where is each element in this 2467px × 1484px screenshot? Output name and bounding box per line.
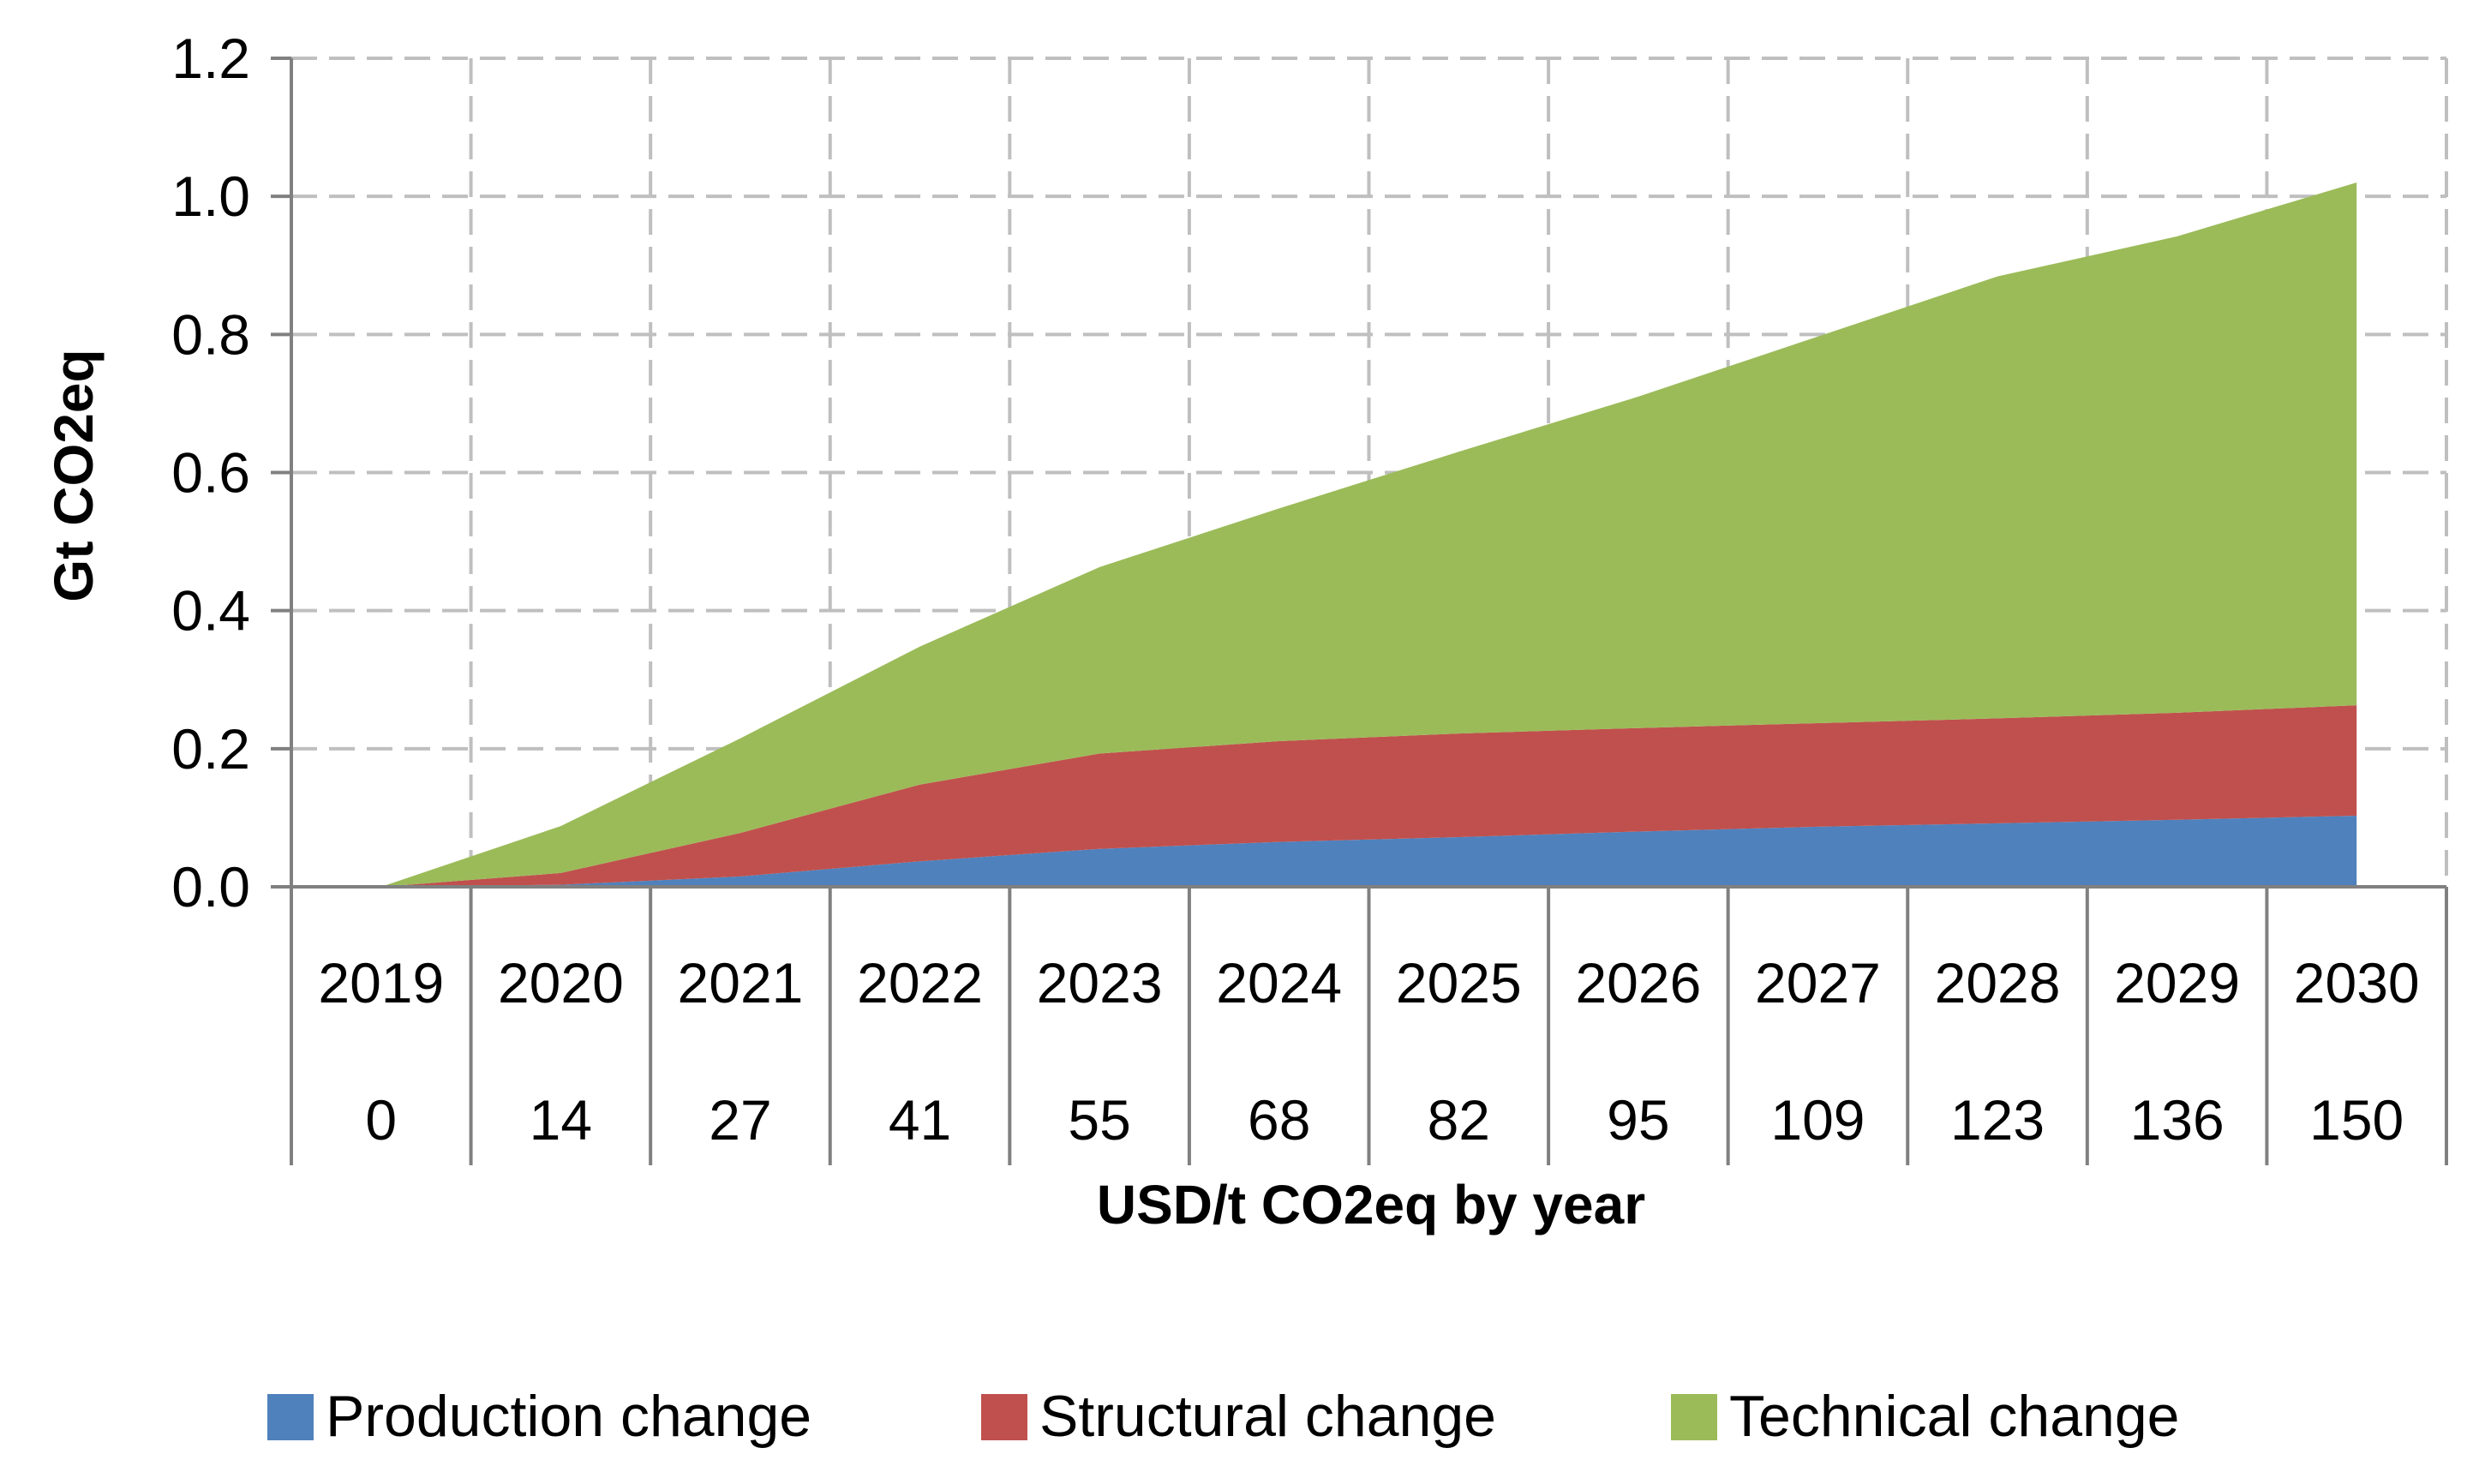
legend-swatch-technical-change (1671, 1394, 1717, 1440)
y-axis-ticks: 0.0 0.2 0.4 0.6 0.8 1.0 1.2 (171, 27, 291, 919)
legend: Production change Structural change Techni… (267, 1384, 2179, 1449)
legend-swatch-structural-change (981, 1394, 1027, 1440)
area-series (380, 183, 2357, 887)
y-tick-label: 0.6 (171, 441, 250, 505)
x-tick-label-year: 2030 (2294, 951, 2420, 1014)
x-tick-label-year: 2020 (498, 951, 624, 1014)
x-tick-label-price: 55 (1068, 1088, 1130, 1152)
y-tick-label: 1.2 (171, 27, 250, 90)
x-tick-label-year: 2028 (1935, 951, 2061, 1014)
area-production-change (380, 816, 2357, 887)
y-tick-label: 0.2 (171, 717, 250, 781)
x-tick-label-year: 2019 (318, 951, 444, 1014)
x-tick-label-price: 95 (1607, 1088, 1669, 1152)
x-tick-label-price: 136 (2130, 1088, 2224, 1152)
area-technical-change (380, 183, 2357, 887)
x-axis-title: USD/t CO2eq by year (1097, 1174, 1645, 1236)
x-tick-label-price: 82 (1428, 1088, 1490, 1152)
x-tick-label-year: 2023 (1037, 951, 1163, 1014)
x-tick-label-year: 2024 (1216, 951, 1342, 1014)
x-tick-label-year: 2027 (1755, 951, 1881, 1014)
legend-label-technical-change: Technical change (1729, 1384, 2179, 1449)
x-tick-label-year: 2025 (1396, 951, 1522, 1014)
x-tick-label-year: 2022 (857, 951, 983, 1014)
x-tick-label-price: 27 (709, 1088, 771, 1152)
x-tick-label-price: 109 (1770, 1088, 1865, 1152)
y-tick-label: 1.0 (171, 165, 250, 228)
y-tick-label: 0.0 (171, 855, 250, 919)
x-tick-label-year: 2026 (1575, 951, 1701, 1014)
y-tick-label: 0.8 (171, 302, 250, 366)
x-tick-label-year: 2029 (2114, 951, 2240, 1014)
legend-label-structural-change: Structural change (1039, 1384, 1496, 1449)
legend-label-production-change: Production change (326, 1384, 811, 1449)
x-tick-label-price: 68 (1248, 1088, 1310, 1152)
y-tick-label: 0.4 (171, 579, 250, 643)
x-tick-label-price: 123 (1950, 1088, 2045, 1152)
legend-swatch-production-change (267, 1394, 314, 1440)
x-tick-label-price: 0 (365, 1088, 397, 1152)
x-tick-label-price: 41 (889, 1088, 951, 1152)
y-axis-title: Gt CO2eq (43, 349, 105, 601)
x-axis-category-labels: 2019 0 2020 14 2021 27 2022 41 2023 55 2024 68 2025 8… (318, 951, 2419, 1152)
x-tick-label-year: 2021 (678, 951, 804, 1014)
x-tick-label-price: 150 (2309, 1088, 2404, 1152)
area-structural-change (380, 705, 2357, 887)
x-tick-label-price: 14 (530, 1088, 592, 1152)
